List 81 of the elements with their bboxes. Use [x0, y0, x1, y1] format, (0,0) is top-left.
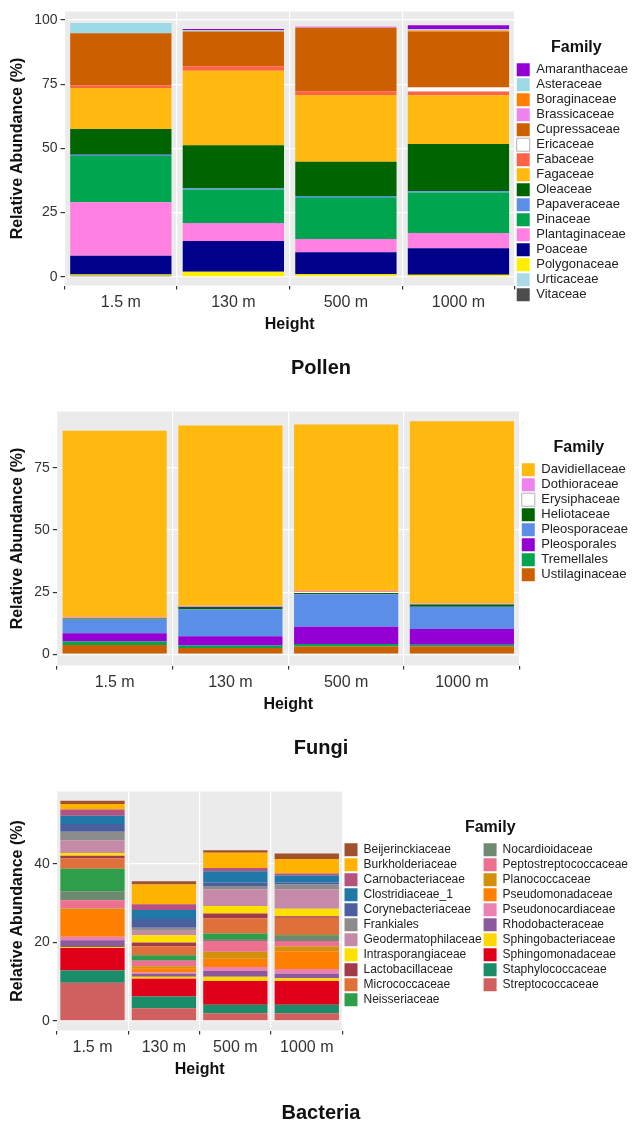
- legend-label: Plantaginaceae: [536, 226, 626, 242]
- legend-label: Davidiellaceae: [541, 461, 626, 477]
- legend-label: Corynebacteriaceae: [363, 902, 472, 917]
- x-tick-label: 1.5 m: [94, 672, 135, 690]
- legend-label: Beijerinckiaceae: [363, 842, 452, 857]
- legend-label: Carnobacteriaceae: [363, 872, 466, 887]
- legend-label: Papaveraceae: [536, 196, 621, 212]
- legend-label: Erysiphaceae: [541, 491, 621, 507]
- legend-title: Family: [551, 38, 602, 56]
- text: Bacteria: [281, 1100, 362, 1123]
- x-tick-label: 130 m: [211, 292, 256, 310]
- x-tick-label: 1000 m: [280, 1037, 334, 1055]
- legend-label: Amaranthaceae: [536, 61, 628, 77]
- x-tick-label: 1000 m: [435, 672, 489, 690]
- text: Pollen: [290, 355, 352, 378]
- legend-label: Neisseriaceae: [363, 992, 440, 1007]
- legend-label: Geodermatophilaceae: [363, 932, 482, 947]
- legend-label: Intrasporangiaceae: [363, 947, 467, 962]
- legend-label: Tremellales: [541, 551, 609, 567]
- legend-label: Ericaceae: [536, 136, 595, 152]
- legend-label: Fagaceae: [536, 166, 595, 182]
- legend-label: Poaceae: [536, 241, 588, 257]
- y-tick-label: 25: [41, 203, 58, 220]
- y-axis-title: Relative Abundance (%): [8, 57, 26, 240]
- y-tick-label: 0: [41, 645, 50, 662]
- y-tick-label: 50: [34, 520, 50, 537]
- x-axis-title: Height: [263, 694, 314, 712]
- legend-label: Urticaceae: [536, 271, 599, 287]
- legend-label: Lactobacillaceae: [363, 962, 454, 977]
- x-tick-label: 500 m: [323, 672, 369, 690]
- legend-label: Burkholderiaceae: [363, 857, 458, 872]
- text: Fungi: [293, 735, 349, 758]
- legend-label: Sphingobacteriaceae: [502, 932, 616, 947]
- legend-label: Sphingomonadaceae: [502, 947, 617, 962]
- legend-label: Asteraceae: [536, 76, 602, 92]
- legend-title: Family: [464, 818, 516, 836]
- legend-label: Ustilaginaceae: [541, 566, 627, 582]
- legend-label: Streptococcaceae: [502, 977, 599, 992]
- legend-title: Family: [553, 438, 605, 456]
- legend-label: Planococcaceae: [502, 872, 591, 887]
- y-tick-label: 25: [34, 582, 50, 599]
- legend-label: Oleaceae: [536, 181, 592, 197]
- x-tick-label: 1.5 m: [72, 1037, 113, 1055]
- legend-label: Polygonaceae: [536, 256, 619, 272]
- x-tick-label: 1.5 m: [100, 292, 141, 310]
- x-tick-label: 1000 m: [431, 292, 486, 310]
- x-tick-label: 500 m: [323, 292, 369, 310]
- x-tick-label: 130 m: [208, 672, 253, 690]
- legend-label: Micrococcaceae: [363, 977, 451, 992]
- legend-label: Pseudomonadaceae: [502, 887, 613, 902]
- x-tick-label: 500 m: [213, 1037, 258, 1055]
- x-axis-title: Height: [174, 1059, 226, 1077]
- legend-label: Rhodobacteraceae: [502, 917, 605, 932]
- y-axis-title: Relative Abundance (%): [8, 447, 26, 630]
- y-tick-label: 50: [41, 139, 58, 156]
- legend-label: Brassicaceae: [536, 106, 615, 122]
- legend-label: Staphylococcaceae: [502, 962, 607, 977]
- legend-label: Pleosporales: [541, 536, 617, 552]
- y-tick-label: 100: [34, 10, 58, 27]
- legend-label: Pseudonocardiaceae: [502, 902, 616, 917]
- x-tick-label: 130 m: [141, 1037, 187, 1055]
- legend-label: Fabaceae: [536, 151, 595, 167]
- legend-label: Peptostreptococcaceae: [502, 857, 629, 872]
- y-tick-label: 40: [34, 854, 50, 871]
- legend-label: Frankiales: [363, 917, 419, 932]
- legend-label: Cupressaceae: [536, 121, 621, 137]
- y-tick-label: 0: [41, 1011, 50, 1028]
- legend-label: Dothioraceae: [541, 476, 619, 492]
- legend-label: Pinaceae: [536, 211, 591, 227]
- y-axis-title: Relative Abundance (%): [8, 820, 26, 1002]
- legend-label: Nocardioidaceae: [502, 842, 593, 857]
- x-axis-title: Height: [264, 314, 316, 332]
- legend-label: Clostridiaceae_1: [363, 887, 454, 902]
- legend-label: Heliotaceae: [541, 506, 610, 522]
- y-tick-label: 75: [41, 74, 58, 91]
- y-tick-label: 75: [34, 458, 50, 475]
- legend-label: Pleosporaceae: [541, 521, 629, 537]
- legend-label: Vitaceae: [536, 286, 587, 302]
- y-tick-label: 0: [49, 267, 58, 284]
- legend-label: Boraginaceae: [536, 91, 617, 107]
- y-tick-label: 20: [34, 933, 50, 950]
